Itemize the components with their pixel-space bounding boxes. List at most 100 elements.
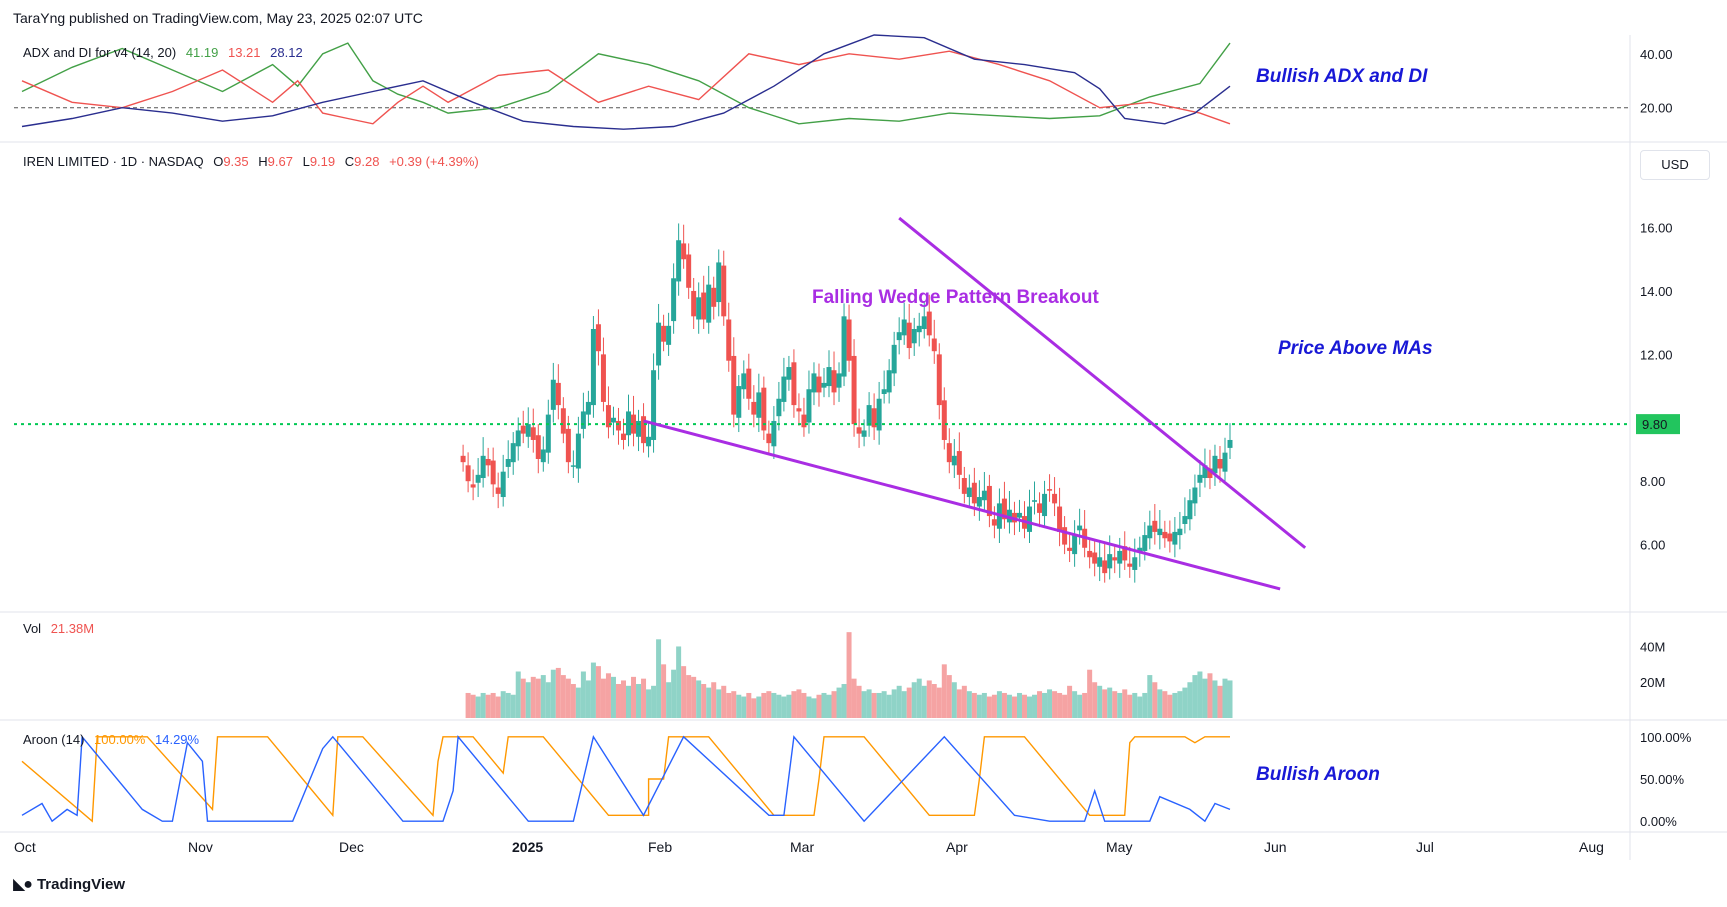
volume-bar	[1122, 689, 1128, 718]
candle-body	[580, 411, 586, 429]
candle-body	[1162, 531, 1168, 539]
volume-panel	[465, 632, 1233, 718]
candle-body	[701, 292, 707, 320]
price-legend[interactable]: IREN LIMITED · 1D · NASDAQ O9.35 H9.67 L…	[23, 154, 479, 169]
candle-body	[671, 278, 677, 322]
di-minus-value: 13.21	[227, 45, 261, 60]
volume-bar	[706, 687, 712, 718]
volume-bar	[921, 685, 927, 718]
price-y-tick: 8.00	[1640, 474, 1665, 489]
volume-bar	[666, 682, 672, 718]
volume-bar	[676, 646, 682, 718]
candle-body	[460, 455, 466, 463]
volume-bar	[575, 687, 581, 718]
candle-body	[881, 389, 887, 394]
candle-body	[1187, 500, 1193, 520]
adx-legend[interactable]: ADX and DI for v4 (14, 20) 41.19 13.21 2…	[23, 45, 309, 60]
volume-bar	[1032, 694, 1038, 718]
volume-bar	[916, 678, 922, 718]
volume-bar	[966, 691, 972, 718]
tradingview-footer[interactable]: ◣● TradingView	[13, 874, 125, 894]
aroon-legend[interactable]: Aroon (14) 100.00% 14.29%	[23, 732, 205, 747]
candle-body	[976, 497, 982, 507]
volume-bar	[886, 694, 892, 718]
candle-body	[1027, 506, 1033, 532]
volume-bar	[1182, 687, 1188, 718]
candle-body	[1202, 465, 1208, 479]
candle-body	[766, 433, 772, 444]
volume-bar	[716, 689, 722, 718]
volume-bar	[641, 678, 647, 718]
volume-bar	[946, 675, 952, 718]
candle-body	[1037, 503, 1043, 513]
x-tick-label: Jun	[1264, 839, 1287, 855]
candle-body	[796, 408, 802, 412]
volume-bar	[565, 678, 571, 718]
candle-body	[916, 325, 922, 333]
candle-body	[1192, 487, 1198, 504]
candle-body	[646, 436, 652, 447]
candle-body	[1072, 535, 1078, 555]
volume-bar	[585, 680, 591, 718]
volume-bar	[1177, 691, 1183, 718]
candle-body	[1087, 550, 1093, 558]
volume-bar	[1172, 692, 1178, 718]
wedge-lower-line	[643, 419, 1281, 591]
volume-bar	[841, 684, 847, 718]
x-tick-label: Jul	[1416, 839, 1434, 855]
volume-bar	[996, 691, 1002, 718]
volume-value: 21.38M	[50, 621, 95, 636]
volume-bar	[1162, 691, 1168, 718]
candle-body	[691, 290, 697, 317]
candle-body	[1167, 533, 1173, 542]
volume-bar	[545, 682, 551, 718]
volume-bar	[1042, 692, 1048, 718]
candle-body	[896, 332, 902, 341]
volume-bar	[691, 676, 697, 718]
volume-bar	[510, 694, 516, 718]
volume-bar	[500, 691, 506, 718]
x-tick-label: Dec	[339, 839, 364, 855]
volume-bar	[686, 675, 692, 718]
volume-bar	[961, 685, 967, 718]
candle-body	[676, 240, 682, 282]
volume-bar	[651, 685, 657, 718]
candle-body	[941, 400, 947, 440]
volume-bar	[525, 682, 531, 718]
axes: Oct Nov Dec 2025 Feb Mar Apr May Jun Jul Aug 40.00 2…	[14, 47, 1692, 855]
volume-bar	[1202, 678, 1208, 718]
volume-bar	[515, 671, 521, 718]
candle-body	[1117, 550, 1123, 564]
volume-legend[interactable]: Vol 21.38M	[23, 621, 100, 636]
adx-series-line	[21, 42, 1231, 125]
volume-bar	[836, 687, 842, 718]
aroon-y-tick: 100.00%	[1640, 730, 1692, 745]
volume-bar	[1132, 692, 1138, 718]
candle-body	[530, 427, 536, 440]
adx-series-line	[21, 50, 1231, 125]
candle-body	[626, 411, 632, 436]
candle-body	[711, 287, 717, 307]
price-panel	[14, 216, 1630, 591]
candle-body	[991, 519, 997, 526]
price-y-tick: 16.00	[1640, 221, 1673, 236]
candle-body	[475, 474, 481, 483]
candle-body	[721, 265, 727, 317]
candle-body	[891, 344, 897, 374]
candle-body	[1152, 520, 1158, 532]
candle-body	[1147, 525, 1153, 539]
volume-bar	[721, 685, 727, 718]
currency-button[interactable]: USD	[1640, 150, 1710, 180]
volume-bar	[941, 664, 947, 718]
candle-body	[495, 487, 501, 494]
candle-body	[811, 373, 817, 393]
adx-panel	[14, 34, 1630, 130]
candle-body	[961, 478, 967, 494]
volume-bar	[741, 696, 747, 718]
candle-body	[816, 376, 822, 393]
x-tick-label: Nov	[188, 839, 213, 855]
volume-bar	[846, 632, 852, 718]
volume-bar	[851, 678, 857, 718]
adx-y-tick: 40.00	[1640, 47, 1673, 62]
